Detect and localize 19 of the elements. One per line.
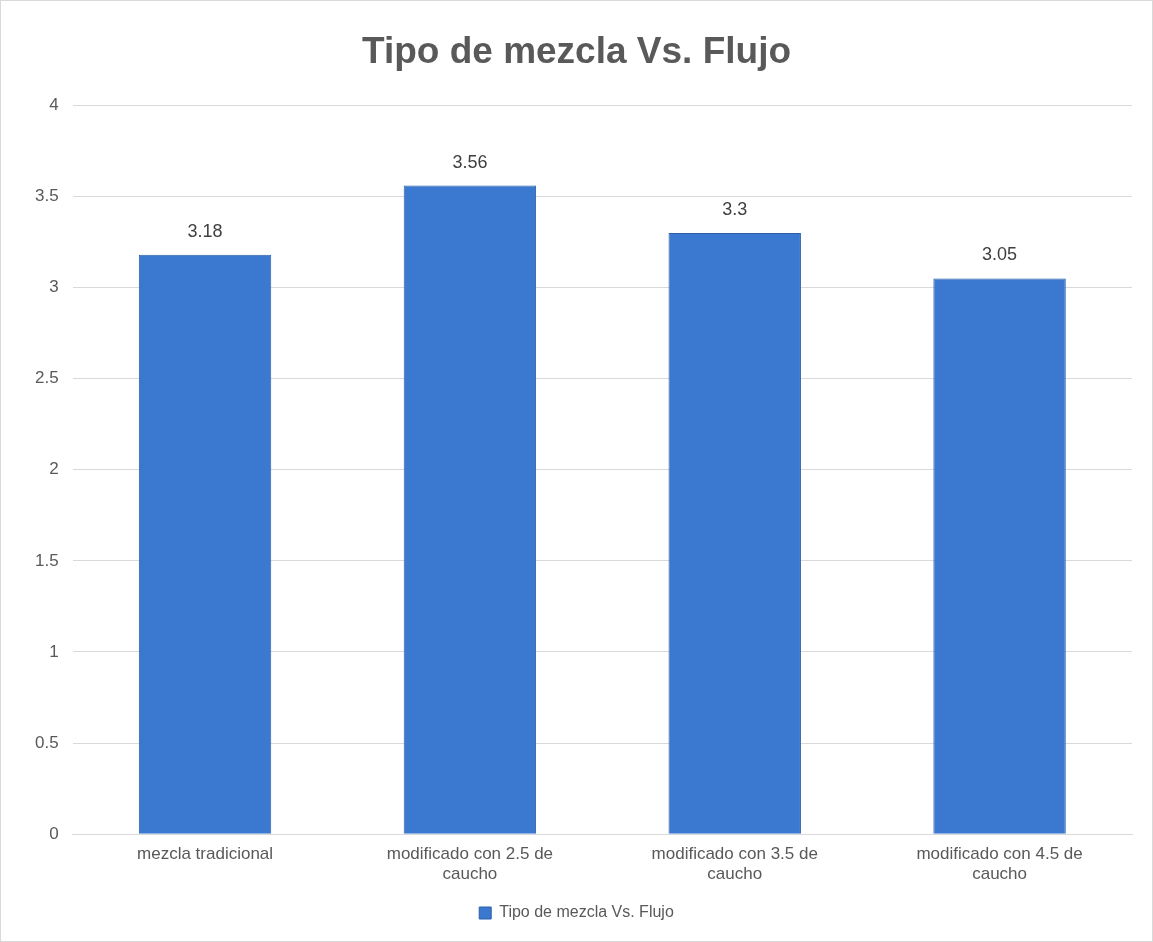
y-tick-label: 4 [49, 95, 59, 115]
x-tick-label: mezcla tradicional [137, 844, 274, 864]
y-tick-label: 0.5 [34, 732, 59, 752]
y-tick-label: 1.5 [34, 550, 59, 570]
y-tick-label: 0 [49, 823, 59, 843]
x-tick-label: modificado con 4.5 de caucho [916, 844, 1083, 884]
chart-title: Tipo de mezcla Vs. Flujo [361, 30, 792, 72]
y-tick-label: 3.5 [34, 186, 59, 206]
data-label: 3.05 [982, 244, 1018, 265]
data-label: 3.3 [722, 198, 748, 219]
y-tick-label: 2 [49, 459, 59, 479]
legend-label: Tipo de mezcla Vs. Flujo [499, 903, 674, 921]
x-tick-label: modificado con 2.5 de caucho [386, 844, 554, 884]
y-tick-label: 2.5 [34, 368, 59, 388]
y-tick-label: 1 [49, 641, 59, 661]
data-label: 3.56 [452, 151, 488, 172]
x-tick-label: modificado con 3.5 de caucho [651, 844, 818, 884]
data-label: 3.18 [187, 220, 223, 241]
y-tick-label: 3 [49, 277, 59, 297]
